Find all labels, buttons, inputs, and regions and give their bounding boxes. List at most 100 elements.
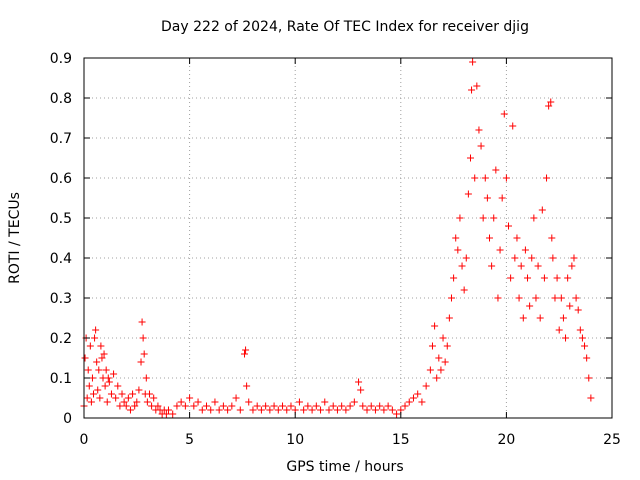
data-point [564, 274, 572, 282]
data-point [138, 318, 146, 326]
chart-title: Day 222 of 2024, Rate Of TEC Index for r… [161, 19, 529, 35]
data-point [148, 402, 156, 410]
data-point [228, 402, 236, 410]
data-point [576, 326, 584, 334]
data-point [549, 254, 557, 262]
data-point [557, 294, 565, 302]
x-axis-label: GPS time / hours [286, 459, 403, 475]
data-point [492, 166, 500, 174]
data-point [418, 398, 426, 406]
data-point [91, 334, 99, 342]
data-point [139, 334, 147, 342]
data-point [393, 410, 401, 418]
data-point [295, 398, 303, 406]
data-point [266, 406, 274, 414]
x-tick-label: 15 [392, 432, 410, 448]
data-point [232, 394, 240, 402]
data-point [110, 370, 118, 378]
data-point [118, 390, 126, 398]
data-point [186, 394, 194, 402]
y-tick-label: 0.4 [50, 251, 72, 267]
data-point [181, 402, 189, 410]
data-points [80, 58, 595, 418]
data-point [587, 394, 595, 402]
data-point [486, 234, 494, 242]
data-point [498, 194, 506, 202]
data-point [521, 246, 529, 254]
data-point [124, 394, 132, 402]
data-point [572, 294, 580, 302]
data-point [384, 402, 392, 410]
data-point [513, 234, 521, 242]
data-point [83, 394, 91, 402]
data-point [85, 382, 93, 390]
data-point [283, 406, 291, 414]
data-point [481, 174, 489, 182]
data-point [447, 294, 455, 302]
data-point [466, 154, 474, 162]
data-point [471, 174, 479, 182]
data-point [102, 366, 110, 374]
data-point [100, 350, 108, 358]
data-point [321, 398, 329, 406]
data-point [460, 286, 468, 294]
data-point [317, 406, 325, 414]
data-point [90, 390, 98, 398]
data-point [536, 314, 544, 322]
data-point [445, 314, 453, 322]
data-point [578, 334, 586, 342]
data-point [133, 398, 141, 406]
data-point [519, 314, 527, 322]
data-point [304, 402, 312, 410]
y-tick-label: 0.2 [50, 331, 72, 347]
y-tick-label: 0 [63, 411, 72, 427]
data-point [496, 246, 504, 254]
data-point [458, 262, 466, 270]
data-point [92, 326, 100, 334]
data-point [439, 334, 447, 342]
data-point [350, 398, 358, 406]
data-point [437, 366, 445, 374]
data-point [562, 334, 570, 342]
data-point [540, 274, 548, 282]
data-point [150, 394, 158, 402]
data-point [452, 234, 460, 242]
data-point [154, 402, 162, 410]
y-tick-label: 0.5 [50, 211, 72, 227]
data-point [262, 402, 270, 410]
plot-frame [83, 57, 613, 419]
data-point [363, 406, 371, 414]
data-point [532, 294, 540, 302]
data-point [435, 354, 443, 362]
data-point [475, 126, 483, 134]
data-point [431, 322, 439, 330]
data-point [325, 406, 333, 414]
data-point [249, 406, 257, 414]
data-point [462, 254, 470, 262]
data-point [338, 402, 346, 410]
data-point [169, 410, 177, 418]
data-point [477, 142, 485, 150]
data-point [568, 262, 576, 270]
data-point [202, 402, 210, 410]
axis-ticks [83, 57, 613, 419]
data-point [405, 398, 413, 406]
data-point [433, 374, 441, 382]
data-point [162, 410, 170, 418]
data-point [164, 406, 172, 414]
data-point [494, 294, 502, 302]
data-point [454, 246, 462, 254]
data-point [137, 358, 145, 366]
data-point [96, 394, 104, 402]
data-point [517, 262, 525, 270]
data-point [140, 350, 148, 358]
data-point [219, 402, 227, 410]
data-point [468, 86, 476, 94]
data-point [88, 374, 96, 382]
y-axis-label: ROTI / TECUs [7, 192, 23, 284]
data-point [464, 190, 472, 198]
data-point [279, 402, 287, 410]
data-point [490, 214, 498, 222]
data-point [469, 58, 477, 66]
data-point [177, 398, 185, 406]
